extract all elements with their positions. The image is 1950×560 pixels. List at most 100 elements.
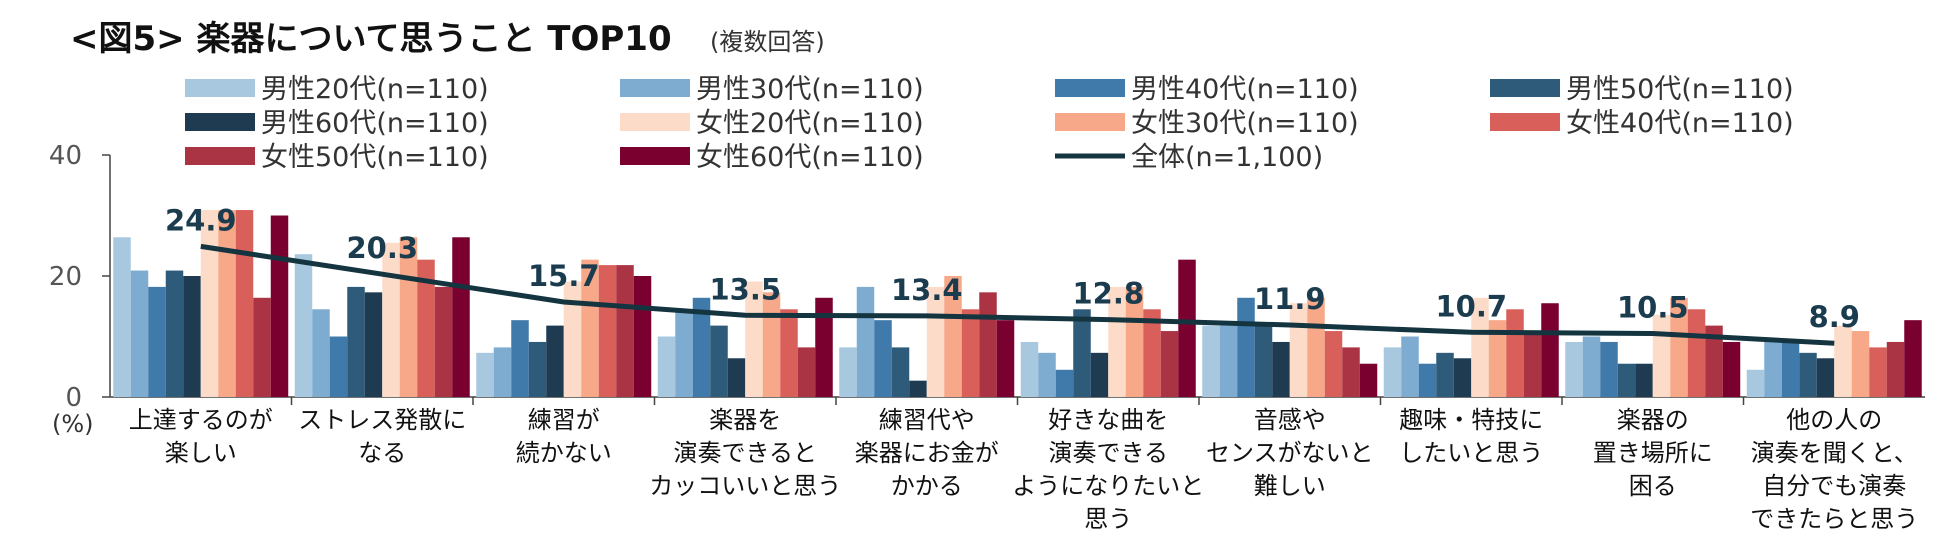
bar-5-series-5	[909, 380, 927, 397]
bar-10-series-6	[1834, 325, 1852, 397]
legend-swatch-6	[620, 113, 690, 131]
bar-1-series-1	[113, 237, 131, 397]
bar-3-series-7	[581, 259, 599, 397]
bar-5-series-3	[874, 320, 892, 397]
category-label-9: 置き場所に	[1593, 439, 1713, 467]
bar-6-series-3	[1055, 369, 1074, 397]
bar-2-series-2	[312, 309, 330, 397]
total-label-2: 20.3	[346, 231, 418, 265]
total-label-1: 24.9	[165, 203, 237, 237]
bar-5-series-9	[979, 292, 997, 397]
bar-9-series-2	[1582, 336, 1601, 397]
total-label-4: 13.5	[709, 272, 781, 306]
total-label-5: 13.4	[891, 273, 963, 307]
legend-label-2: 男性30代(n=110)	[696, 74, 924, 105]
bar-5-series-2	[856, 286, 875, 397]
bar-4-series-10	[815, 297, 833, 397]
bar-8-series-2	[1401, 336, 1419, 397]
bar-7-series-4	[1254, 325, 1273, 397]
total-label-3: 15.7	[528, 259, 600, 293]
legend-swatch-10	[620, 147, 690, 165]
chart-subtitle: (複数回答)	[710, 28, 825, 56]
category-label-3: 続かない	[516, 439, 612, 467]
bar-10-series-8	[1869, 347, 1887, 397]
legend-swatch-3	[1055, 79, 1125, 97]
bar-1-series-5	[183, 276, 201, 397]
bar-4-series-1	[657, 336, 676, 397]
legend-swatch-5	[185, 113, 255, 131]
bar-4-series-9	[797, 347, 816, 397]
category-label-4: 演奏できると	[673, 439, 817, 467]
bar-2-series-6	[382, 242, 400, 397]
legend-swatch-1	[185, 79, 255, 97]
bar-6-series-6	[1108, 286, 1126, 397]
legend-label-1: 男性20代(n=110)	[261, 74, 489, 105]
bar-7-series-2	[1219, 325, 1238, 397]
y-tick-label: 0	[65, 383, 82, 413]
category-label-7: 難しい	[1254, 472, 1326, 500]
bar-7-series-9	[1342, 347, 1360, 397]
bar-2-series-5	[364, 292, 383, 397]
bar-9-series-6	[1652, 314, 1671, 397]
bar-1-series-6	[200, 210, 219, 397]
bar-3-series-10	[633, 276, 652, 397]
bar-8-series-4	[1436, 352, 1454, 397]
bar-7-series-1	[1202, 325, 1220, 397]
category-label-10: 自分でも演奏	[1762, 472, 1906, 500]
legend-label-9: 女性50代(n=110)	[261, 142, 489, 173]
bar-10-series-2	[1764, 341, 1782, 397]
legend-swatch-4	[1490, 79, 1560, 97]
total-label-6: 12.8	[1072, 277, 1144, 311]
category-label-10: できたらと思う	[1750, 505, 1918, 533]
category-label-2: ストレス発散に	[298, 406, 466, 434]
bar-4-series-3	[692, 297, 711, 397]
category-label-5: かかる	[891, 472, 963, 500]
bar-9-series-7	[1670, 297, 1688, 397]
bar-1-series-10	[270, 215, 289, 397]
bar-3-series-6	[563, 281, 582, 397]
legend-swatch-9	[185, 147, 255, 165]
total-label-10: 8.9	[1809, 300, 1860, 334]
category-label-5: 楽器にお金が	[855, 439, 999, 467]
bar-5-series-7	[944, 276, 962, 397]
bar-10-series-4	[1799, 352, 1817, 397]
y-tick-label: 40	[49, 141, 82, 171]
legend-label-6: 女性20代(n=110)	[696, 108, 924, 139]
bar-4-series-4	[710, 325, 728, 397]
category-label-9: 楽器の	[1617, 406, 1689, 434]
bar-9-series-5	[1635, 363, 1653, 397]
legend-label-10: 女性60代(n=110)	[696, 142, 924, 173]
legend-label-8: 女性40代(n=110)	[1566, 108, 1794, 139]
bar-3-series-8	[598, 265, 617, 397]
bar-8-series-5	[1453, 358, 1472, 397]
bar-5-series-1	[839, 347, 857, 397]
bar-6-series-5	[1090, 352, 1109, 397]
category-label-2: なる	[358, 439, 406, 467]
bar-9-series-1	[1565, 341, 1583, 397]
category-label-6: 好きな曲を	[1048, 406, 1168, 434]
bar-1-series-3	[148, 286, 166, 397]
bar-2-series-9	[434, 286, 453, 397]
total-label-7: 11.9	[1254, 282, 1326, 316]
bar-10-series-7	[1851, 331, 1870, 397]
bar-6-series-7	[1125, 286, 1144, 397]
category-label-6: 演奏できる	[1048, 439, 1168, 467]
total-label-9: 10.5	[1617, 290, 1689, 324]
category-label-7: センスがないと	[1206, 439, 1374, 467]
legend-label-5: 男性60代(n=110)	[261, 108, 489, 139]
chart-title: <図5> 楽器について思うこと TOP10	[70, 19, 672, 59]
category-label-10: 演奏を聞くと、	[1751, 439, 1918, 467]
bar-3-series-3	[511, 320, 529, 397]
bar-3-series-2	[493, 347, 512, 397]
bar-7-series-7	[1307, 297, 1325, 397]
legend-label-7: 女性30代(n=110)	[1131, 108, 1359, 139]
bar-7-series-3	[1237, 297, 1255, 397]
category-label-8: 趣味・特技に	[1399, 406, 1543, 434]
legend-label-4: 男性50代(n=110)	[1566, 74, 1794, 105]
bar-10-series-5	[1816, 358, 1835, 397]
category-label-1: 上達するのが	[129, 406, 273, 434]
bar-4-series-5	[727, 358, 746, 397]
category-label-10: 他の人の	[1786, 406, 1882, 434]
bar-10-series-9	[1886, 341, 1905, 397]
